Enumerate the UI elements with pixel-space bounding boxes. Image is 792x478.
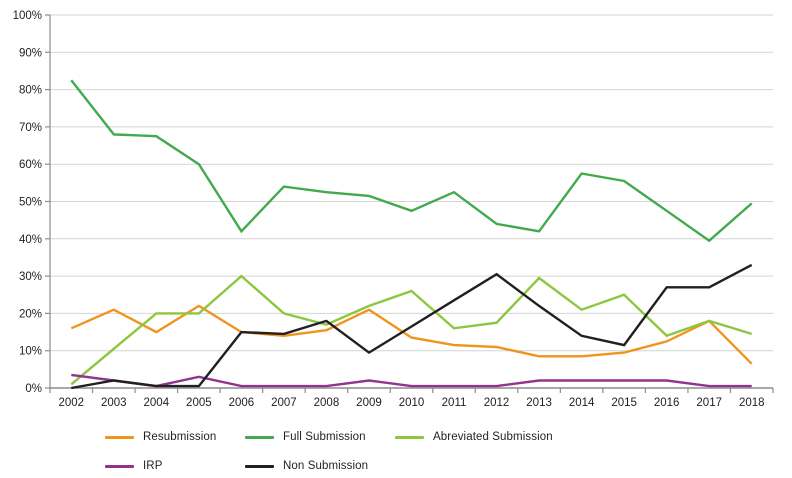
y-tick-label: 100% bbox=[13, 10, 42, 22]
x-tick-label: 2013 bbox=[526, 397, 552, 409]
y-tick-label: 80% bbox=[19, 85, 42, 97]
x-tick-label: 2002 bbox=[58, 397, 84, 409]
y-tick-label: 30% bbox=[19, 271, 42, 283]
series-line-abreviated-submission bbox=[70, 274, 753, 386]
x-tick-label: 2007 bbox=[271, 397, 297, 409]
y-tick-label: 40% bbox=[19, 234, 42, 246]
y-tick-label: 60% bbox=[19, 159, 42, 171]
y-tick-label: 70% bbox=[19, 122, 42, 134]
y-tick-label: 10% bbox=[19, 346, 42, 358]
y-tick-label: 0% bbox=[25, 383, 42, 395]
x-tick-label: 2006 bbox=[229, 397, 255, 409]
x-tick-label: 2010 bbox=[399, 397, 425, 409]
y-tick-label: 90% bbox=[19, 47, 42, 59]
x-tick-label: 2005 bbox=[186, 397, 212, 409]
series-line-irp bbox=[71, 373, 752, 388]
series-line-full-submission bbox=[70, 79, 753, 243]
x-tick-label: 2003 bbox=[101, 397, 127, 409]
x-tick-label: 2012 bbox=[484, 397, 510, 409]
x-tick-label: 2018 bbox=[739, 397, 765, 409]
y-tick-label: 50% bbox=[19, 197, 42, 209]
x-tick-label: 2011 bbox=[442, 397, 467, 409]
x-tick-label: 2014 bbox=[569, 397, 595, 409]
x-tick-label: 2016 bbox=[654, 397, 680, 409]
y-tick-label: 20% bbox=[19, 308, 42, 320]
x-tick-label: 2017 bbox=[696, 397, 722, 409]
x-tick-label: 2015 bbox=[611, 397, 637, 409]
x-tick-label: 2004 bbox=[144, 397, 170, 409]
series-line-resubmission bbox=[70, 304, 753, 365]
series-line-non-submission bbox=[71, 263, 753, 390]
x-tick-label: 2009 bbox=[356, 397, 382, 409]
x-tick-label: 2008 bbox=[314, 397, 340, 409]
